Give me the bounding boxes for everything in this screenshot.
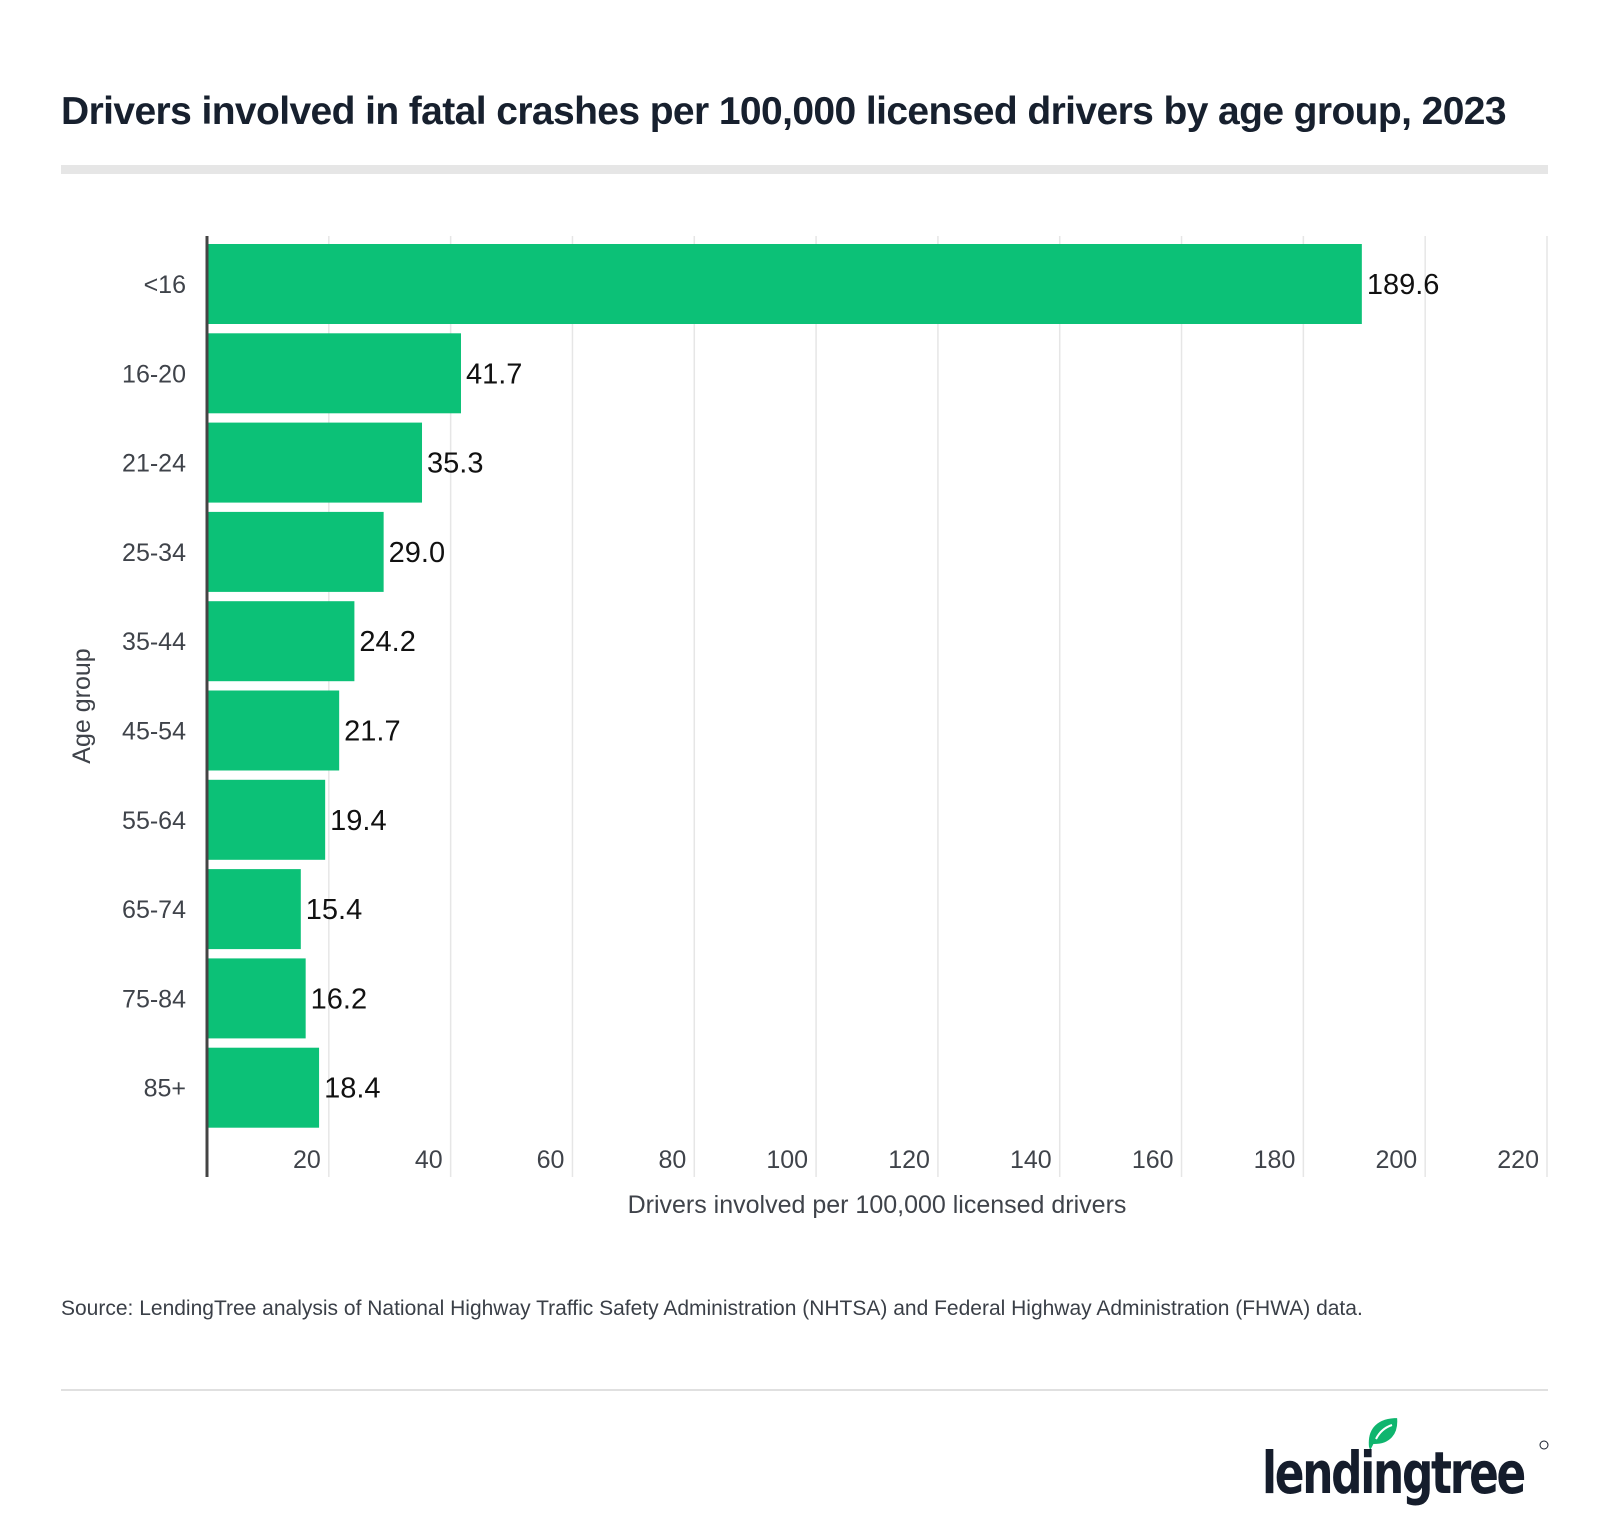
x-tick-label: 40 xyxy=(415,1146,443,1174)
y-tick-label: 21-24 xyxy=(122,450,186,478)
bar-25-34 xyxy=(207,511,384,592)
y-tick-label: 75-84 xyxy=(122,985,186,1013)
y-tick-label: 25-34 xyxy=(122,539,186,567)
lendingtree-logo: lendingtree xyxy=(1262,1415,1549,1507)
y-tick-label: 45-54 xyxy=(122,718,186,746)
bar-75-84 xyxy=(207,958,306,1039)
data-label: 18.4 xyxy=(324,1073,380,1105)
bar-<16 xyxy=(207,244,1362,324)
x-axis-title: Drivers involved per 100,000 licensed dr… xyxy=(628,1191,1127,1219)
data-label: 16.2 xyxy=(311,983,367,1015)
source-note: Source: LendingTree analysis of National… xyxy=(61,1297,1363,1320)
y-tick-label: 35-44 xyxy=(122,628,186,656)
data-label: 29.0 xyxy=(389,537,445,569)
chart-title: Drivers involved in fatal crashes per 10… xyxy=(61,90,1507,133)
x-tick-label: 140 xyxy=(1010,1146,1052,1174)
data-label: 189.6 xyxy=(1367,269,1440,301)
data-label: 21.7 xyxy=(344,716,400,748)
y-tick-label: 85+ xyxy=(144,1075,186,1103)
bar-45-54 xyxy=(207,690,340,771)
bar-16-20 xyxy=(207,333,461,414)
bar-chart: 20 40 60 80 100 120 140 160 180 200 220 189.6 <16 41.… xyxy=(68,236,1548,1219)
data-label: 41.7 xyxy=(466,358,522,390)
title-divider xyxy=(61,165,1548,174)
data-label: 19.4 xyxy=(330,805,386,837)
x-tick-label: 220 xyxy=(1497,1146,1539,1174)
y-tick-label: 16-20 xyxy=(122,360,186,388)
x-tick-label: 80 xyxy=(658,1146,686,1174)
y-tick-label: 55-64 xyxy=(122,807,186,835)
bar-55-64 xyxy=(207,779,326,860)
data-label: 15.4 xyxy=(306,894,362,926)
bar-21-24 xyxy=(207,422,423,503)
footer-divider xyxy=(61,1389,1548,1391)
y-tick-label: 65-74 xyxy=(122,896,186,924)
bar-35-44 xyxy=(207,601,355,682)
x-tick-label: 100 xyxy=(766,1146,808,1174)
registered-mark-icon xyxy=(1539,1440,1549,1450)
bar-85+ xyxy=(207,1047,320,1128)
x-tick-label: 160 xyxy=(1132,1146,1174,1174)
x-tick-label: 120 xyxy=(888,1146,930,1174)
leaf-icon xyxy=(1366,1415,1400,1456)
svg-text:lendingtree: lendingtree xyxy=(1262,1439,1525,1507)
y-axis-title: Age group xyxy=(68,648,96,763)
data-label: 24.2 xyxy=(359,626,415,658)
x-tick-label: 180 xyxy=(1254,1146,1296,1174)
x-tick-label: 20 xyxy=(293,1146,321,1174)
y-tick-label: <16 xyxy=(144,271,186,299)
bar-65-74 xyxy=(207,869,301,950)
data-label: 35.3 xyxy=(427,448,483,480)
x-tick-label: 200 xyxy=(1375,1146,1417,1174)
x-tick-label: 60 xyxy=(537,1146,565,1174)
